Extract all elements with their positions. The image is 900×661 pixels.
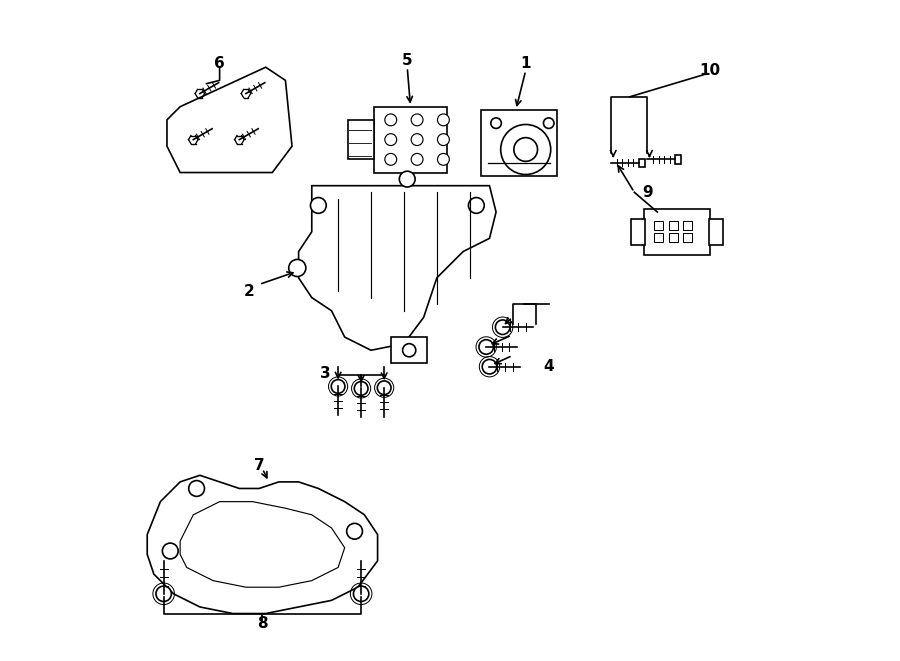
Circle shape (479, 340, 493, 354)
Circle shape (411, 114, 423, 126)
Circle shape (491, 118, 501, 128)
Polygon shape (148, 475, 378, 613)
Text: 8: 8 (257, 616, 267, 631)
Bar (683, 233, 692, 242)
Circle shape (377, 381, 391, 395)
Bar (391, 337, 427, 364)
Circle shape (437, 153, 449, 165)
Circle shape (331, 379, 345, 393)
Bar (654, 221, 663, 230)
Bar (482, 110, 557, 176)
Text: 5: 5 (402, 53, 412, 68)
Circle shape (156, 586, 171, 602)
Polygon shape (299, 186, 496, 350)
Circle shape (189, 481, 204, 496)
Circle shape (400, 171, 415, 187)
Bar (708, 219, 724, 245)
Text: 7: 7 (254, 458, 265, 473)
Circle shape (482, 360, 497, 374)
Bar (639, 159, 645, 167)
Circle shape (354, 586, 369, 602)
Text: 9: 9 (643, 185, 652, 200)
Bar (669, 221, 678, 230)
Circle shape (289, 259, 306, 276)
Circle shape (385, 114, 397, 126)
Circle shape (411, 153, 423, 165)
Text: 3: 3 (320, 366, 330, 381)
Circle shape (514, 137, 537, 161)
Text: 1: 1 (520, 56, 531, 71)
Text: 10: 10 (699, 63, 721, 78)
Bar (348, 120, 374, 159)
Circle shape (346, 524, 363, 539)
Polygon shape (167, 67, 292, 173)
Circle shape (544, 118, 554, 128)
Circle shape (355, 381, 368, 395)
Text: 2: 2 (244, 284, 255, 299)
Bar (675, 155, 681, 163)
Bar (654, 233, 663, 242)
Circle shape (437, 134, 449, 145)
Circle shape (500, 124, 551, 175)
Bar (644, 209, 710, 254)
Circle shape (468, 198, 484, 214)
Bar (669, 233, 678, 242)
Circle shape (411, 134, 423, 145)
Bar (374, 106, 446, 173)
Circle shape (495, 320, 510, 334)
Circle shape (310, 198, 327, 214)
Circle shape (402, 344, 416, 357)
Bar (631, 219, 645, 245)
Bar (683, 221, 692, 230)
Circle shape (437, 114, 449, 126)
Circle shape (385, 134, 397, 145)
Text: 6: 6 (214, 56, 225, 71)
Circle shape (162, 543, 178, 559)
Text: 4: 4 (544, 359, 554, 374)
Circle shape (385, 153, 397, 165)
